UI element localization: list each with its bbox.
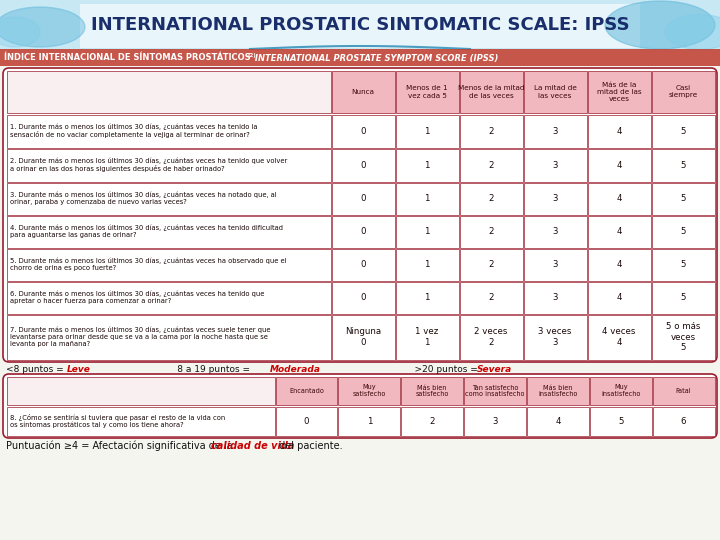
FancyBboxPatch shape [652, 71, 714, 113]
Text: 3. Durante más o menos los últimos 30 días, ¿cuántas veces ha notado que, al
ori: 3. Durante más o menos los últimos 30 dí… [10, 192, 276, 205]
Text: (2): (2) [247, 52, 256, 57]
Text: 3: 3 [552, 293, 558, 302]
FancyBboxPatch shape [652, 114, 714, 147]
Text: 4: 4 [616, 160, 622, 170]
FancyBboxPatch shape [459, 148, 523, 181]
FancyBboxPatch shape [527, 377, 589, 405]
Text: Moderada: Moderada [270, 364, 321, 374]
Text: 4: 4 [555, 416, 561, 426]
Text: 5 o más
veces
5: 5 o más veces 5 [666, 322, 700, 352]
Text: 2: 2 [488, 126, 494, 136]
FancyBboxPatch shape [338, 377, 400, 405]
FancyBboxPatch shape [652, 183, 714, 214]
FancyBboxPatch shape [588, 314, 650, 360]
Text: 3: 3 [552, 260, 558, 269]
Text: 0: 0 [360, 227, 366, 236]
Text: 4: 4 [616, 126, 622, 136]
Text: Muy
insatisfecho: Muy insatisfecho [601, 384, 640, 397]
FancyBboxPatch shape [459, 248, 523, 280]
FancyBboxPatch shape [7, 148, 331, 181]
Text: 4. Durante más o menos los últimos 30 días, ¿cuántas veces ha tenido dificultad
: 4. Durante más o menos los últimos 30 dí… [10, 225, 283, 238]
Text: 2: 2 [488, 227, 494, 236]
FancyBboxPatch shape [652, 377, 714, 405]
FancyBboxPatch shape [3, 374, 717, 438]
FancyBboxPatch shape [395, 71, 459, 113]
Text: Leve: Leve [67, 364, 91, 374]
Text: 5: 5 [680, 260, 685, 269]
Text: 0: 0 [360, 160, 366, 170]
Text: 0: 0 [304, 416, 309, 426]
Text: Severa: Severa [477, 364, 512, 374]
Text: calidad de vida: calidad de vida [211, 441, 294, 451]
Text: 1: 1 [424, 160, 430, 170]
FancyBboxPatch shape [523, 314, 587, 360]
Text: 4: 4 [616, 293, 622, 302]
Text: 4: 4 [616, 260, 622, 269]
Text: Menos de 1
vez cada 5: Menos de 1 vez cada 5 [406, 85, 448, 98]
Text: 5. Durante más o menos los últimos 30 días, ¿cuántas veces ha observado que el
c: 5. Durante más o menos los últimos 30 dí… [10, 258, 287, 271]
Text: 3: 3 [552, 126, 558, 136]
FancyBboxPatch shape [3, 68, 717, 362]
FancyBboxPatch shape [7, 248, 331, 280]
FancyBboxPatch shape [395, 183, 459, 214]
Text: 2: 2 [488, 160, 494, 170]
FancyBboxPatch shape [590, 377, 652, 405]
FancyBboxPatch shape [7, 377, 275, 405]
FancyBboxPatch shape [588, 148, 650, 181]
Text: Fatal: Fatal [676, 388, 691, 394]
Text: 5: 5 [680, 227, 685, 236]
Text: Encantado: Encantado [289, 388, 324, 394]
FancyBboxPatch shape [395, 281, 459, 314]
Text: INTERNATIONAL PROSTATE SYMPTOM SCORE (IPSS): INTERNATIONAL PROSTATE SYMPTOM SCORE (IP… [252, 53, 498, 63]
Text: Más bien
insatisfecho: Más bien insatisfecho [538, 384, 577, 397]
Text: 5: 5 [618, 416, 624, 426]
Text: Más de la
mitad de las
veces: Más de la mitad de las veces [597, 82, 642, 102]
FancyBboxPatch shape [459, 215, 523, 247]
FancyBboxPatch shape [0, 0, 720, 50]
Text: 2: 2 [488, 260, 494, 269]
FancyBboxPatch shape [523, 215, 587, 247]
FancyBboxPatch shape [459, 281, 523, 314]
FancyBboxPatch shape [459, 114, 523, 147]
FancyBboxPatch shape [523, 248, 587, 280]
Text: 3 veces
3: 3 veces 3 [539, 327, 572, 347]
Text: 1: 1 [424, 293, 430, 302]
Ellipse shape [665, 15, 720, 50]
Text: Más bien
satisfecho: Más bien satisfecho [415, 384, 449, 397]
Text: 5: 5 [680, 194, 685, 203]
Text: 0: 0 [360, 293, 366, 302]
Text: 8. ¿Cómo se sentiría si tuviera que pasar el resto de la vida con
os síntomas pr: 8. ¿Cómo se sentiría si tuviera que pasa… [10, 414, 225, 428]
Text: 1: 1 [424, 260, 430, 269]
FancyBboxPatch shape [331, 281, 395, 314]
Text: 1. Durante más o menos los últimos 30 días, ¿cuántas veces ha tenido la
sensació: 1. Durante más o menos los últimos 30 dí… [10, 124, 258, 138]
FancyBboxPatch shape [7, 314, 331, 360]
FancyBboxPatch shape [588, 248, 650, 280]
Text: Muy
satisfecho: Muy satisfecho [353, 384, 386, 397]
Text: Puntuación ≥4 = Afectación significativa de la: Puntuación ≥4 = Afectación significativa… [6, 441, 236, 451]
FancyBboxPatch shape [0, 49, 720, 66]
FancyBboxPatch shape [459, 71, 523, 113]
FancyBboxPatch shape [80, 4, 640, 48]
FancyBboxPatch shape [588, 281, 650, 314]
FancyBboxPatch shape [652, 148, 714, 181]
Text: INTERNATIONAL PROSTATIC SINTOMATIC SCALE: IPSS: INTERNATIONAL PROSTATIC SINTOMATIC SCALE… [91, 16, 629, 34]
Ellipse shape [0, 17, 40, 47]
FancyBboxPatch shape [7, 281, 331, 314]
Text: 2: 2 [488, 194, 494, 203]
FancyBboxPatch shape [276, 407, 338, 435]
FancyBboxPatch shape [464, 377, 526, 405]
FancyBboxPatch shape [331, 314, 395, 360]
FancyBboxPatch shape [331, 148, 395, 181]
Text: 4: 4 [616, 227, 622, 236]
FancyBboxPatch shape [7, 183, 331, 214]
FancyBboxPatch shape [588, 183, 650, 214]
FancyBboxPatch shape [7, 71, 331, 113]
Text: 2: 2 [488, 293, 494, 302]
Text: 4 veces
4: 4 veces 4 [603, 327, 636, 347]
Text: 5: 5 [680, 293, 685, 302]
FancyBboxPatch shape [590, 407, 652, 435]
FancyBboxPatch shape [652, 215, 714, 247]
Text: 1: 1 [424, 227, 430, 236]
FancyBboxPatch shape [523, 71, 587, 113]
